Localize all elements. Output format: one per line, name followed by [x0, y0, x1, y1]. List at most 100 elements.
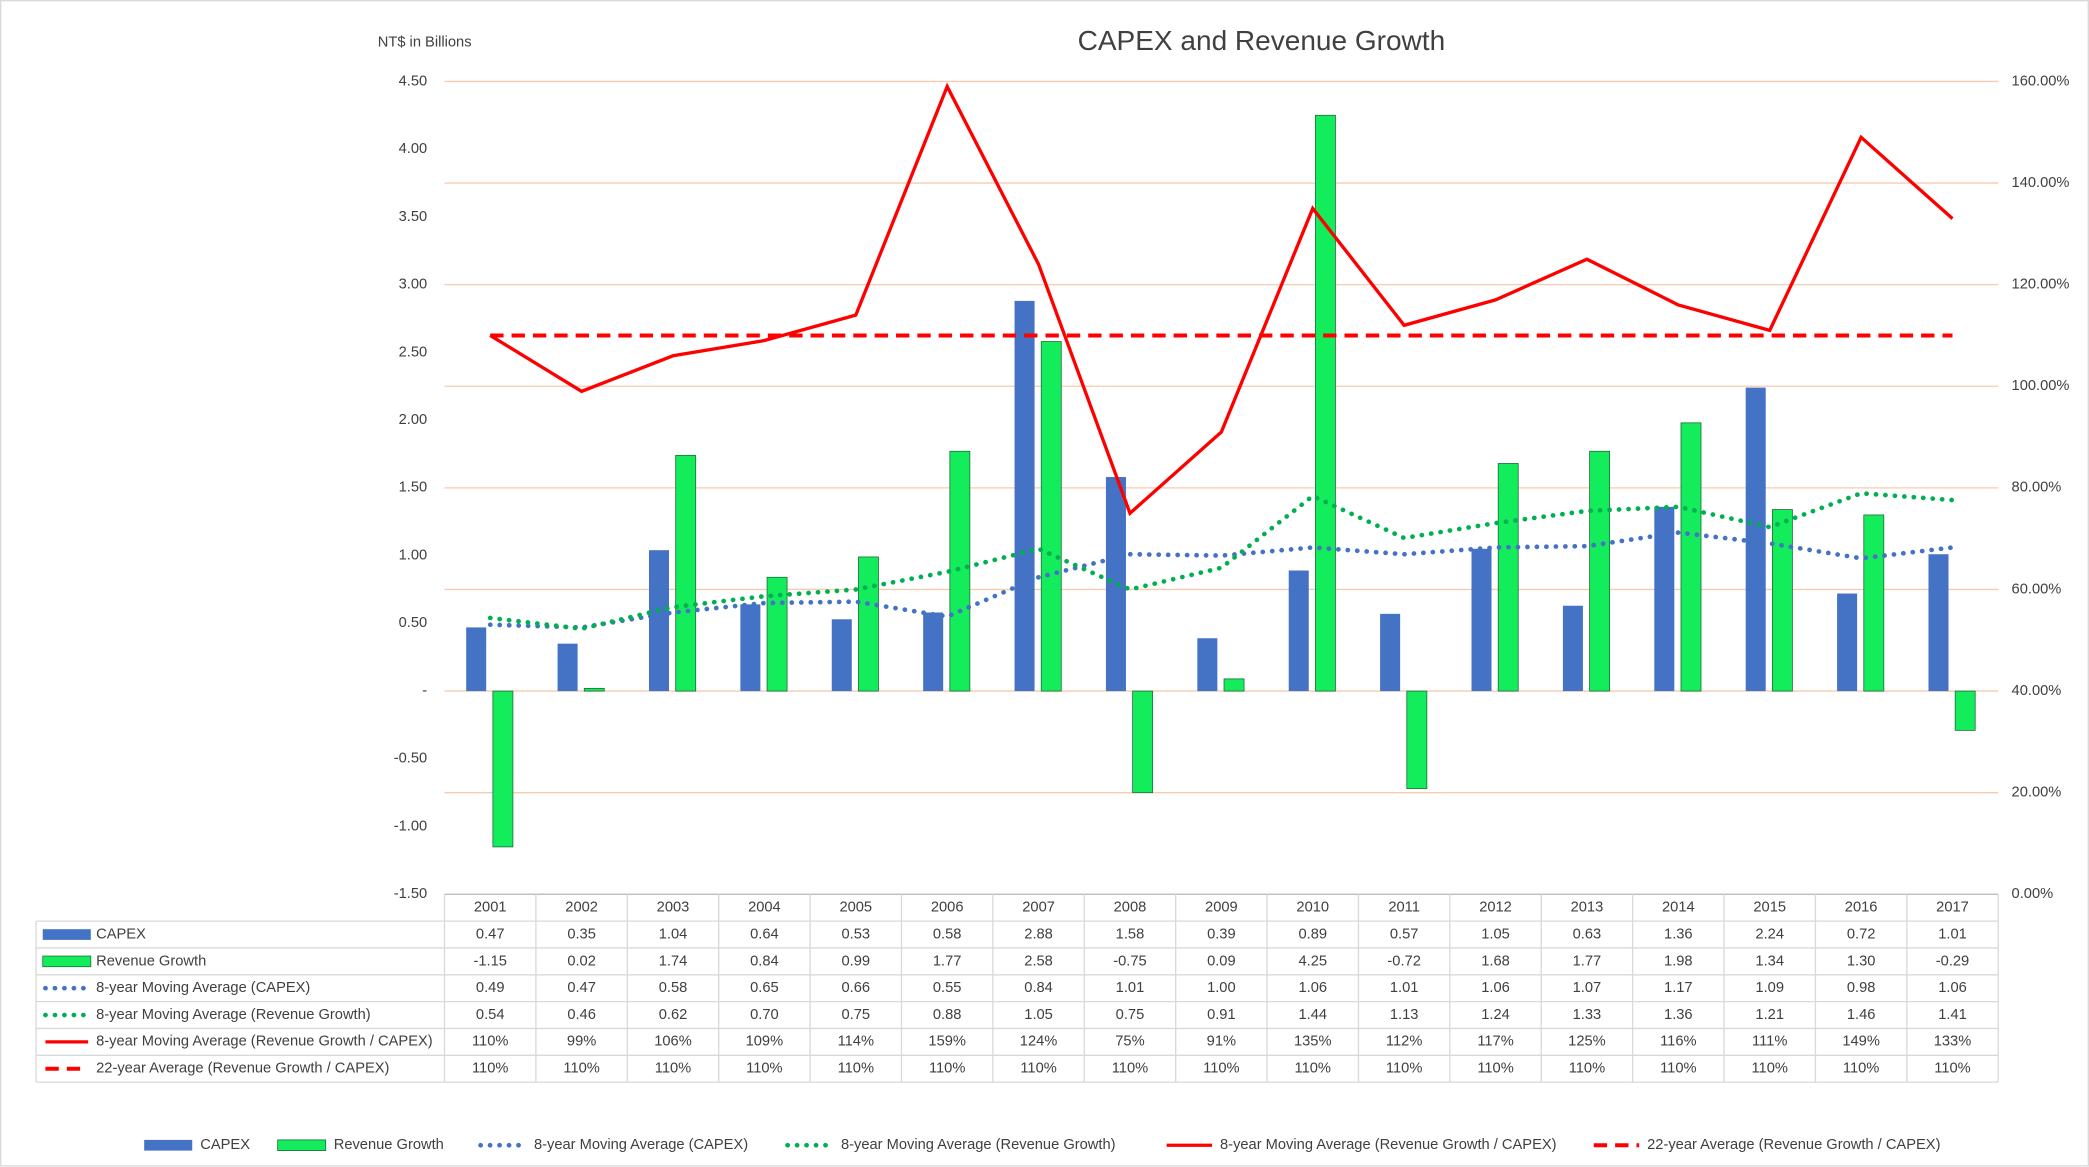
x-tick-label: 2004	[748, 900, 781, 916]
table-cell: -0.75	[1113, 953, 1146, 969]
x-tick-label: 2005	[839, 900, 872, 916]
table-cell: 1.44	[1298, 1007, 1327, 1023]
table-cell: 117%	[1477, 1034, 1513, 1050]
y2-tick-label: 40.00%	[2012, 683, 2062, 699]
table-cell: 110%	[1386, 1061, 1422, 1077]
table-cell: 1.06	[1298, 980, 1327, 996]
table-cell: 110%	[1843, 1061, 1879, 1077]
bar	[1589, 450, 1611, 692]
table-cell: -0.72	[1387, 953, 1420, 969]
bar	[1105, 477, 1126, 692]
bar	[766, 576, 788, 692]
table-cell: 2.58	[1024, 953, 1053, 969]
legend-label: 8-year Moving Average (Revenue Growth / …	[1220, 1137, 1557, 1153]
table-cell: 106%	[654, 1034, 692, 1050]
table-cell: 110%	[1112, 1061, 1148, 1077]
table-cell: 99%	[567, 1034, 596, 1050]
x-tick-label: 2003	[657, 900, 690, 916]
table-cell: 159%	[928, 1034, 966, 1050]
legend-label: 8-year Moving Average (Revenue Growth)	[841, 1137, 1116, 1153]
y-tick-label: -1.50	[394, 886, 427, 902]
table-cell: 133%	[1934, 1034, 1972, 1050]
y2-tick-label: 0.00%	[2012, 886, 2054, 902]
table-cell: 0.88	[933, 1007, 962, 1023]
table-cell: 110%	[1751, 1061, 1787, 1077]
x-tick-label: 2006	[931, 900, 964, 916]
table-cell: 110%	[1020, 1061, 1056, 1077]
table-cell: 1.00	[1207, 980, 1236, 996]
table-cell: 110%	[563, 1061, 599, 1077]
table-cell: -1.15	[473, 953, 506, 969]
y-tick-label: 4.50	[399, 73, 428, 89]
table-cell: 0.84	[1024, 980, 1053, 996]
table-cell: 1.01	[1390, 980, 1419, 996]
bar	[1680, 422, 1702, 692]
table-cell: 1.68	[1481, 953, 1510, 969]
x-tick-label: 2007	[1022, 900, 1055, 916]
table-cell: 0.62	[659, 1007, 688, 1023]
y2-tick-label: 20.00%	[2012, 785, 2062, 801]
table-cell: 4.25	[1298, 953, 1327, 969]
table-cell: 1.58	[1116, 926, 1145, 942]
x-tick-label: 2017	[1936, 900, 1969, 916]
table-cell: 0.35	[567, 926, 596, 942]
y2-tick-label: 160.00%	[2012, 73, 2070, 89]
bar	[1380, 613, 1401, 692]
bar	[1288, 570, 1309, 692]
table-cell: 0.54	[476, 1007, 505, 1023]
y2-tick-label: 120.00%	[2012, 277, 2070, 293]
y-tick-label: 1.50	[399, 480, 428, 496]
table-cell: 0.46	[567, 1007, 596, 1023]
legend-label: CAPEX	[200, 1137, 250, 1153]
table-cell: 1.01	[1938, 926, 1967, 942]
bar	[675, 454, 697, 692]
bar	[1406, 690, 1428, 790]
y-tick-label: 0.50	[399, 615, 428, 631]
table-cell: 116%	[1660, 1034, 1696, 1050]
table-cell: 135%	[1294, 1034, 1332, 1050]
bar	[583, 687, 605, 692]
table-cell: 110%	[929, 1061, 965, 1077]
table-cell: 0.99	[842, 953, 871, 969]
x-tick-label: 2009	[1205, 900, 1238, 916]
table-cell: 110%	[838, 1061, 874, 1077]
table-cell: 1.33	[1573, 1007, 1602, 1023]
table-cell: 0.49	[476, 980, 505, 996]
table-cell: 0.72	[1847, 926, 1876, 942]
bar	[1497, 463, 1519, 692]
table-cell: 0.58	[933, 926, 962, 942]
table-cell: 0.89	[1298, 926, 1327, 942]
table-cell: 1.74	[659, 953, 688, 969]
table-cell: 75%	[1115, 1034, 1144, 1050]
table-cell: 110%	[1203, 1061, 1239, 1077]
y-tick-label: -	[422, 683, 427, 699]
bar	[831, 619, 852, 692]
bar	[1040, 341, 1062, 692]
table-cell: 1.04	[659, 926, 688, 942]
x-tick-label: 2013	[1571, 900, 1604, 916]
y-tick-label: 2.00	[399, 412, 428, 428]
table-cell: 0.70	[750, 1007, 779, 1023]
x-tick-label: 2012	[1479, 900, 1512, 916]
y2-tick-label: 80.00%	[2012, 480, 2062, 496]
x-tick-label: 2014	[1662, 900, 1695, 916]
table-cell: 1.13	[1390, 1007, 1419, 1023]
table-cell: 110%	[1934, 1061, 1970, 1077]
table-cell: 91%	[1207, 1034, 1236, 1050]
table-cell: 0.02	[567, 953, 596, 969]
bar	[1197, 638, 1218, 692]
y-tick-label: -1.00	[394, 818, 427, 834]
table-cell: 0.66	[842, 980, 871, 996]
bar	[740, 604, 761, 692]
table-cell: 110%	[655, 1061, 691, 1077]
y2-tick-label: 100.00%	[2012, 378, 2070, 394]
bar	[1954, 690, 1976, 731]
table-cell: 1.77	[1573, 953, 1602, 969]
bar	[466, 627, 487, 692]
table-cell: 1.06	[1938, 980, 1967, 996]
table-row-label: 8-year Moving Average (Revenue Growth)	[96, 1007, 371, 1023]
table-cell: 110%	[472, 1061, 508, 1077]
table-cell: 1.98	[1664, 953, 1693, 969]
table-cell: 110%	[746, 1061, 782, 1077]
